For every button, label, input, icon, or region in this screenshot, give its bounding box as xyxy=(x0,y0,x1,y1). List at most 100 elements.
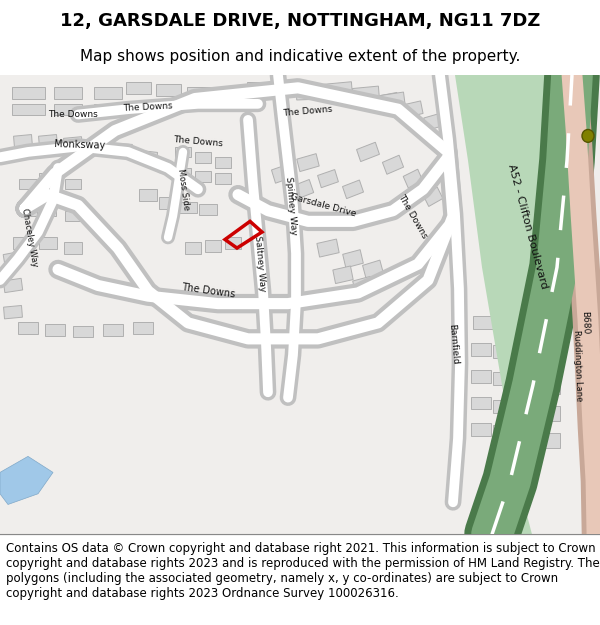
Bar xyxy=(185,242,201,254)
Text: Spinney Way: Spinney Way xyxy=(284,176,298,235)
Bar xyxy=(536,433,560,448)
Bar xyxy=(65,179,81,189)
Bar xyxy=(471,396,491,409)
Bar xyxy=(45,324,65,336)
Bar xyxy=(333,266,353,284)
Bar xyxy=(158,161,178,175)
Bar xyxy=(424,114,442,131)
Bar xyxy=(473,316,493,329)
Bar xyxy=(352,86,380,103)
Bar xyxy=(493,426,513,438)
Text: The Downs: The Downs xyxy=(123,101,173,113)
Bar xyxy=(356,142,379,162)
Bar xyxy=(159,198,177,209)
Bar xyxy=(343,249,364,268)
Bar xyxy=(403,101,423,118)
Bar xyxy=(377,92,399,109)
Text: The Downs: The Downs xyxy=(173,134,223,148)
Text: Map shows position and indicative extent of the property.: Map shows position and indicative extent… xyxy=(80,49,520,64)
Bar xyxy=(94,104,122,114)
Bar xyxy=(4,306,22,319)
Bar xyxy=(271,163,295,183)
Bar xyxy=(125,82,151,94)
Bar xyxy=(40,206,56,216)
Bar xyxy=(297,154,319,171)
Bar xyxy=(271,84,295,96)
Bar xyxy=(382,155,404,174)
Bar xyxy=(471,343,491,356)
Bar xyxy=(139,189,157,201)
Bar xyxy=(89,139,107,151)
Bar xyxy=(535,211,562,232)
Bar xyxy=(179,202,197,213)
Text: Ruddington Lane: Ruddington Lane xyxy=(572,330,584,401)
Bar xyxy=(139,151,158,164)
Polygon shape xyxy=(0,456,53,504)
Text: Moss Side: Moss Side xyxy=(176,168,190,211)
Text: The Downs: The Downs xyxy=(181,282,235,299)
Bar xyxy=(11,104,44,114)
Text: Barnfield: Barnfield xyxy=(447,324,459,365)
Bar xyxy=(195,152,211,162)
Bar xyxy=(535,238,562,258)
Bar xyxy=(323,82,353,98)
Bar xyxy=(155,84,181,96)
Bar xyxy=(39,237,57,249)
Bar xyxy=(4,278,23,292)
Bar xyxy=(353,276,373,294)
Text: The Downs: The Downs xyxy=(48,110,98,119)
Bar xyxy=(14,134,32,148)
Text: B680: B680 xyxy=(580,311,590,334)
Bar xyxy=(347,89,369,104)
Bar xyxy=(536,352,560,367)
Bar xyxy=(175,147,191,158)
Bar xyxy=(103,324,123,336)
Bar xyxy=(64,242,82,254)
Bar xyxy=(493,345,513,358)
Bar xyxy=(536,379,560,394)
Bar xyxy=(175,168,191,179)
Bar xyxy=(19,206,37,216)
Bar xyxy=(381,92,405,109)
Bar xyxy=(94,88,122,99)
Bar xyxy=(114,143,132,156)
Bar xyxy=(13,237,33,249)
Bar xyxy=(195,171,211,182)
Bar xyxy=(423,187,443,206)
Bar xyxy=(533,131,563,152)
Bar xyxy=(292,179,314,199)
Bar xyxy=(187,88,209,99)
Bar xyxy=(217,89,239,101)
Bar xyxy=(536,406,560,421)
Bar xyxy=(296,86,320,100)
Bar xyxy=(495,319,515,331)
Text: The Downs: The Downs xyxy=(397,192,430,240)
Bar xyxy=(225,237,241,249)
Bar xyxy=(493,372,513,385)
Bar xyxy=(3,251,23,266)
Bar xyxy=(317,169,338,187)
Bar xyxy=(39,173,57,184)
Bar xyxy=(54,104,82,114)
Bar xyxy=(199,204,217,216)
Bar xyxy=(533,184,563,205)
Bar xyxy=(179,98,207,110)
Bar xyxy=(64,137,82,150)
Text: Monksway: Monksway xyxy=(54,139,106,151)
Bar xyxy=(73,326,93,338)
Polygon shape xyxy=(455,75,570,534)
Bar xyxy=(403,169,423,188)
Bar xyxy=(316,86,340,101)
Text: Garsdale Drive: Garsdale Drive xyxy=(289,192,357,218)
Bar xyxy=(18,322,38,334)
Bar xyxy=(215,173,231,184)
Bar xyxy=(38,134,58,148)
Bar xyxy=(205,240,221,252)
Bar xyxy=(471,423,491,436)
Bar xyxy=(471,370,491,382)
Bar xyxy=(54,88,82,99)
Bar xyxy=(215,158,231,168)
Bar xyxy=(19,179,37,189)
Circle shape xyxy=(582,129,594,142)
Bar xyxy=(11,88,44,99)
